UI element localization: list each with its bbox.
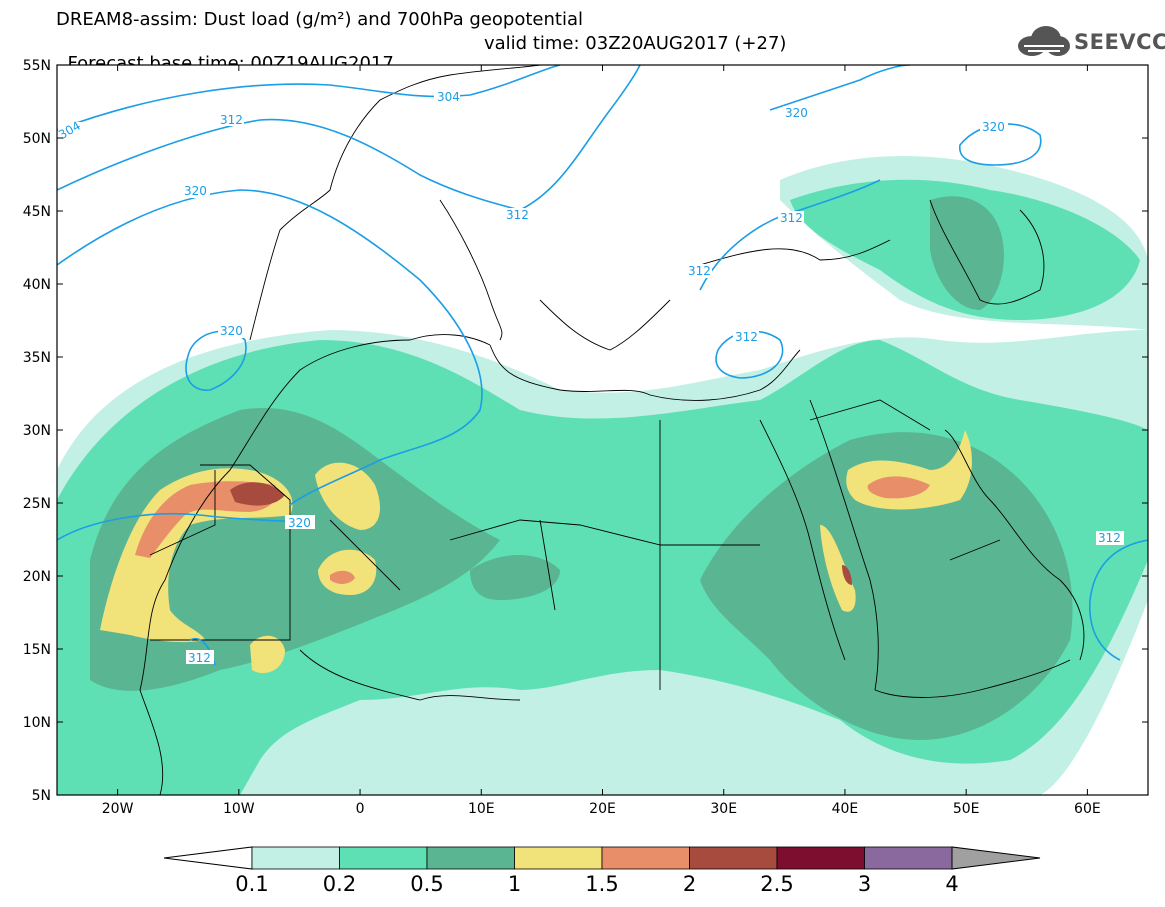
latitude-axis: 55N 50N 45N 40N 35N 30N 25N 20N 15N 10N 5N: [23, 58, 1148, 804]
dust-region-orange-algeria: [330, 570, 355, 584]
contour-label: 320: [182, 184, 210, 198]
lon-tick-label: 40E: [832, 801, 859, 817]
contour-label: 312: [504, 208, 530, 222]
contour-label: 312: [186, 650, 214, 665]
svg-text:312: 312: [780, 211, 803, 225]
contour-label: 304: [434, 90, 460, 104]
lat-tick-label: 30N: [23, 423, 51, 439]
contour-label: 312: [686, 264, 712, 278]
svg-text:320: 320: [288, 516, 311, 530]
seevccc-logo: SEEVCCC: [1014, 24, 1165, 60]
colorbar-swatch: [426, 846, 515, 870]
colorbar-label: 1.5: [585, 872, 618, 896]
lat-tick-label: 10N: [23, 715, 51, 731]
colorbar-swatch: [689, 846, 778, 870]
svg-text:312: 312: [688, 264, 711, 278]
contour-label: 320: [980, 119, 1008, 134]
lat-tick-label: 40N: [23, 277, 51, 293]
contour-label: 320: [783, 106, 811, 120]
lon-tick-label: 20E: [589, 801, 616, 817]
colorbar-swatch: [601, 846, 690, 870]
svg-text:312: 312: [188, 651, 211, 665]
dust-region-orange-arabia: [867, 476, 930, 499]
colorbar: 0.1 0.2 0.5 1 1.5 2 2.5 3 4: [163, 846, 1041, 896]
dust-region-brown-west: [230, 482, 285, 506]
dust-region-dark-east: [700, 432, 1073, 740]
lat-tick-label: 50N: [23, 131, 51, 147]
coastlines: [139, 65, 1085, 795]
svg-text:320: 320: [220, 324, 243, 338]
logo-text: SEEVCCC: [1074, 30, 1165, 54]
cloud-logo-icon: [1018, 26, 1070, 56]
dust-region-yellow-center: [315, 462, 380, 530]
contour-label: 312: [218, 112, 244, 127]
lon-tick-label: 0: [356, 801, 365, 817]
colorbar-arrow-high: [951, 846, 1041, 870]
colorbar-label: 0.2: [323, 872, 356, 896]
colorbar-swatch: [339, 846, 428, 870]
svg-text:312: 312: [506, 208, 529, 222]
contour-label: 312: [1096, 531, 1124, 545]
colorbar-label: 0.5: [410, 872, 443, 896]
lon-tick-label: 30E: [710, 801, 737, 817]
lat-tick-label: 25N: [23, 496, 51, 512]
valid-time: valid time: 03Z20AUG2017 (+27): [484, 33, 787, 54]
lat-tick-label: 20N: [23, 569, 51, 585]
lat-tick-label: 45N: [23, 204, 51, 220]
contour-label: 320: [218, 324, 246, 338]
svg-text:304: 304: [437, 90, 460, 104]
dust-region-yellow-mali: [250, 635, 285, 674]
dust-region-yellow-redsea: [820, 525, 856, 612]
colorbar-label: 2: [683, 872, 696, 896]
lat-tick-label: 35N: [23, 350, 51, 366]
colorbar-swatch: [514, 846, 603, 870]
svg-text:312: 312: [735, 330, 758, 344]
contour-label: 312: [733, 330, 759, 344]
colorbar-label: 0.1: [235, 872, 268, 896]
svg-text:312: 312: [1098, 531, 1121, 545]
lon-tick-label: 20W: [102, 801, 134, 817]
lon-tick-label: 10E: [468, 801, 495, 817]
lon-tick-label: 10W: [223, 801, 255, 817]
contour-label: 312: [778, 211, 804, 225]
lon-tick-label: 50E: [953, 801, 980, 817]
lat-tick-label: 5N: [32, 788, 51, 804]
dust-region-brown-redsea: [842, 565, 852, 585]
svg-text:312: 312: [220, 113, 243, 127]
contour-label: 320: [285, 515, 315, 530]
lon-tick-label: 60E: [1074, 801, 1101, 817]
svg-text:320: 320: [982, 120, 1005, 134]
colorbar-arrow-low: [163, 846, 253, 870]
dust-region-dark-caspian: [930, 196, 1004, 310]
dust-layer: [57, 65, 1148, 795]
svg-text:320: 320: [785, 106, 808, 120]
colorbar-label: 3: [858, 872, 871, 896]
colorbar-label: 2.5: [760, 872, 793, 896]
colorbar-label: 1: [508, 872, 521, 896]
map-title: DREAM8-assim: Dust load (g/m²) and 700hP…: [56, 9, 583, 30]
colorbar-label: 4: [945, 872, 958, 896]
longitude-axis: 20W 10W 0 10E 20E 30E 40E 50E 60E: [102, 65, 1101, 817]
colorbar-swatch: [776, 846, 865, 870]
svg-text:320: 320: [184, 184, 207, 198]
colorbar-swatch: [864, 846, 953, 870]
colorbar-swatch: [251, 846, 340, 870]
lat-tick-label: 15N: [23, 642, 51, 658]
lat-tick-label: 55N: [23, 58, 51, 74]
dust-region-dark-sahel: [470, 555, 560, 600]
